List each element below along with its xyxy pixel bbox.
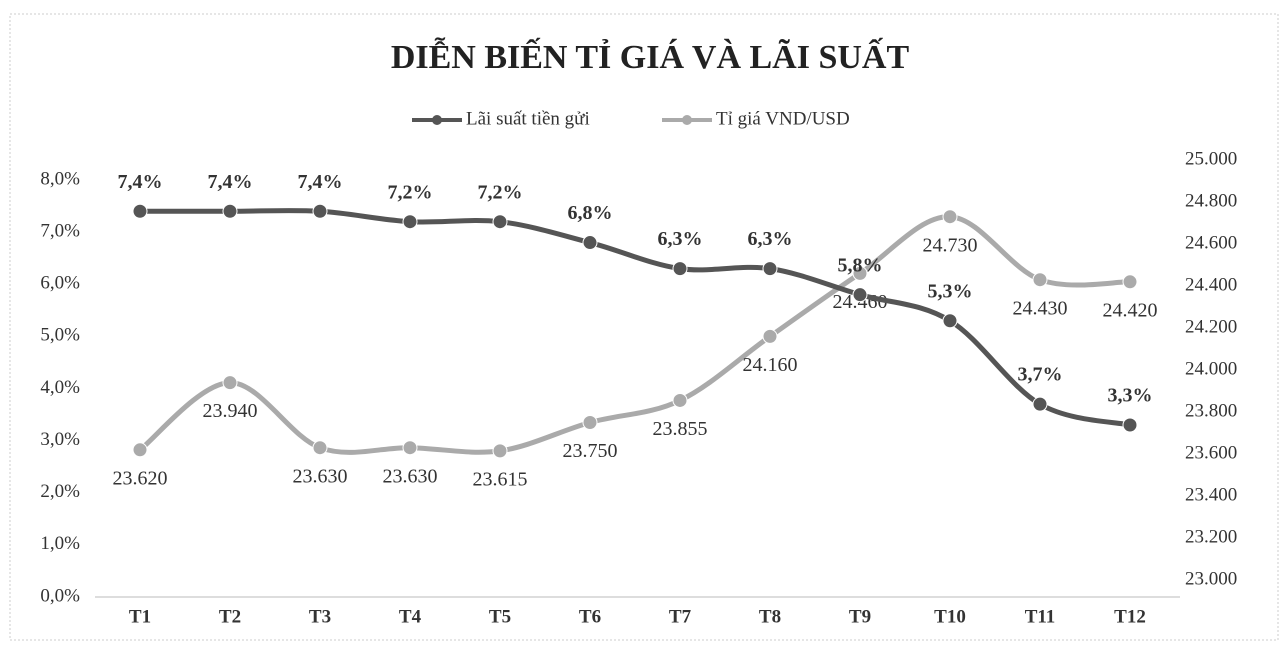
point xyxy=(762,328,778,344)
series-line xyxy=(140,208,1131,428)
value-label: 7,4% xyxy=(208,171,253,193)
x-tick-label: T3 xyxy=(309,606,331,627)
point xyxy=(1122,417,1138,433)
y-tick-label: 2,0% xyxy=(40,481,80,502)
chart-title: DIỄN BIẾN TỈ GIÁ VÀ LÃI SUẤT xyxy=(391,37,910,76)
x-tick-label: T4 xyxy=(399,606,422,627)
x-tick-label: T11 xyxy=(1025,606,1056,627)
point xyxy=(132,203,148,219)
point xyxy=(672,392,688,408)
value-label: 6,8% xyxy=(568,202,613,224)
y-tick-label: 5,0% xyxy=(40,325,80,346)
value-label: 5,3% xyxy=(928,280,973,302)
value-label: 23.750 xyxy=(563,440,618,462)
y2-tick-label: 25.000 xyxy=(1185,148,1237,169)
y-tick-label: 7,0% xyxy=(40,220,80,241)
point xyxy=(942,209,958,225)
x-tick-label: T10 xyxy=(934,606,966,627)
value-label: 6,3% xyxy=(748,228,793,250)
y2-tick-label: 24.400 xyxy=(1185,274,1237,295)
point xyxy=(1122,274,1138,290)
x-tick-label: T5 xyxy=(489,606,511,627)
value-label: 3,7% xyxy=(1018,364,1063,386)
legend-label: Tỉ giá VND/USD xyxy=(716,108,850,129)
point xyxy=(402,440,418,456)
y2-tick-label: 24.000 xyxy=(1185,358,1237,379)
value-label: 23.940 xyxy=(203,400,258,422)
x-tick-label: T2 xyxy=(219,606,241,627)
y-tick-label: 8,0% xyxy=(40,168,80,189)
point xyxy=(492,443,508,459)
point xyxy=(852,265,868,281)
point xyxy=(222,203,238,219)
value-label: 7,4% xyxy=(298,171,343,193)
chart-frame xyxy=(9,13,1279,641)
value-label: 3,3% xyxy=(1108,385,1153,407)
point xyxy=(1032,272,1048,288)
y2-tick-label: 23.200 xyxy=(1185,526,1237,547)
y-tick-label: 0,0% xyxy=(40,585,80,606)
value-label: 24.730 xyxy=(923,234,978,256)
y2-tick-label: 24.600 xyxy=(1185,232,1237,253)
x-tick-label: T1 xyxy=(129,606,151,627)
point xyxy=(312,203,328,219)
y2-tick-label: 24.200 xyxy=(1185,316,1237,337)
value-label: 23.620 xyxy=(113,467,168,489)
point xyxy=(222,375,238,391)
point xyxy=(132,442,148,458)
y-tick-label: 6,0% xyxy=(40,273,80,294)
legend-label: Lãi suất tiền gửi xyxy=(466,108,590,129)
value-label: 7,2% xyxy=(478,181,523,203)
point xyxy=(672,261,688,277)
value-label: 23.615 xyxy=(473,468,528,490)
point xyxy=(402,214,418,230)
point xyxy=(942,313,958,329)
legend-marker xyxy=(682,115,692,125)
y-tick-label: 1,0% xyxy=(40,533,80,554)
value-label: 24.160 xyxy=(743,354,798,376)
value-label: 5,8% xyxy=(838,254,883,276)
y-tick-label: 3,0% xyxy=(40,429,80,450)
value-label: 6,3% xyxy=(658,228,703,250)
series-line xyxy=(138,214,1131,455)
value-label: 7,4% xyxy=(118,171,163,193)
point xyxy=(312,440,328,456)
y2-tick-label: 23.400 xyxy=(1185,484,1237,505)
y2-tick-label: 24.800 xyxy=(1185,190,1237,211)
value-label: 24.420 xyxy=(1103,299,1158,321)
x-tick-label: T9 xyxy=(849,606,871,627)
y-tick-label: 4,0% xyxy=(40,377,80,398)
value-label: 23.855 xyxy=(653,418,708,440)
point xyxy=(1032,396,1048,412)
value-label: 23.630 xyxy=(293,465,348,487)
x-tick-label: T12 xyxy=(1114,606,1146,627)
y2-tick-label: 23.800 xyxy=(1185,400,1237,421)
x-tick-label: T8 xyxy=(759,606,781,627)
y2-tick-label: 23.600 xyxy=(1185,442,1237,463)
value-label: 23.630 xyxy=(383,465,438,487)
point xyxy=(582,415,598,430)
value-label: 7,2% xyxy=(388,181,433,203)
y2-tick-label: 23.000 xyxy=(1185,568,1237,589)
x-tick-label: T7 xyxy=(669,606,692,627)
x-tick-label: T6 xyxy=(579,606,601,627)
point xyxy=(762,261,778,277)
point xyxy=(852,287,868,303)
legend-marker xyxy=(432,115,442,125)
value-label: 24.430 xyxy=(1013,297,1068,319)
point xyxy=(582,235,598,251)
point xyxy=(492,214,508,230)
